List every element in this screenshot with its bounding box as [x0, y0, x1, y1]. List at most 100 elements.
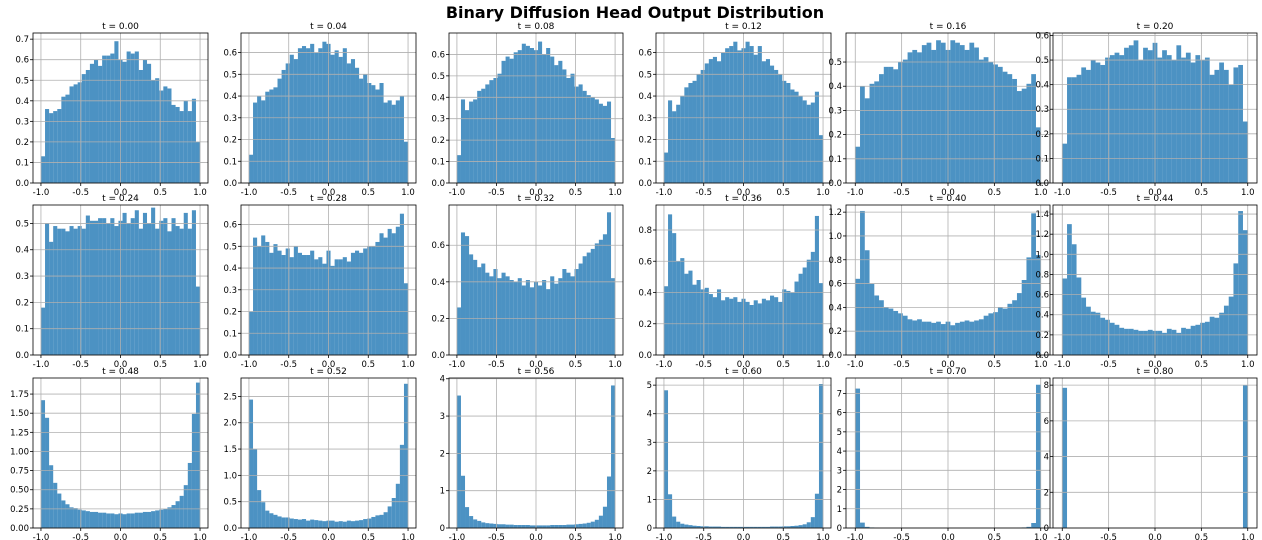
histogram-bar — [1062, 387, 1068, 528]
subplot-18: t = 0.80 -1.0 -0.5 0.0 0.5 1.0 0 2 4 6 8 — [1044, 367, 1258, 540]
histogram-bar — [757, 46, 762, 183]
histogram-bar — [668, 494, 673, 528]
histogram-bar — [330, 54, 335, 183]
histogram-bar — [395, 226, 400, 355]
histogram-bar — [786, 526, 791, 528]
histogram-bar — [1128, 45, 1134, 183]
histogram-bar — [869, 283, 875, 355]
histogram-bar — [1228, 296, 1234, 355]
histogram-bar — [40, 307, 46, 355]
histogram-bar — [806, 104, 811, 183]
histogram-bar — [375, 241, 380, 355]
y-tick-label: 0.0 — [638, 351, 652, 361]
histogram-bar — [798, 525, 803, 528]
histogram-bar — [505, 524, 510, 528]
histogram-bar — [582, 523, 587, 528]
histogram-bar — [147, 511, 152, 528]
histogram-bar — [594, 243, 599, 355]
histogram-bar — [1081, 67, 1087, 183]
histogram-bar — [285, 63, 290, 183]
histogram-bar — [794, 91, 799, 183]
histogram-bar — [874, 295, 880, 355]
histogram-bar — [1162, 332, 1167, 355]
y-tick-label: 4 — [440, 375, 445, 385]
y-tick-label: 0.2 — [828, 327, 842, 337]
histogram-bar — [1133, 329, 1139, 355]
histogram-bar — [558, 525, 563, 528]
histogram-bar — [778, 74, 783, 183]
y-tick-label: 5 — [647, 381, 652, 391]
x-tick-label: 1.0 — [608, 533, 622, 540]
histogram-bar — [183, 212, 188, 355]
x-tick-label: 1.0 — [1034, 533, 1048, 540]
histogram-bar — [782, 526, 787, 528]
histogram-bar — [350, 59, 356, 184]
histogram-bar — [855, 388, 861, 528]
histogram-bar — [159, 509, 164, 528]
histogram-bar — [163, 218, 168, 355]
x-tick-label: 0.5 — [154, 533, 168, 540]
histogram-bar — [907, 52, 913, 183]
histogram-bar — [473, 519, 478, 528]
y-tick-label: 0.6 — [431, 241, 445, 251]
y-tick-label: 0.0 — [223, 351, 237, 361]
histogram-bar — [950, 40, 956, 184]
subplot-title: t = 0.56 — [518, 367, 555, 377]
histogram-bar — [306, 48, 311, 183]
histogram-bar — [1133, 40, 1139, 183]
histogram-bar — [983, 57, 989, 183]
histogram-bar — [167, 88, 172, 183]
histogram-bar — [860, 210, 865, 355]
histogram-bar — [663, 286, 669, 355]
y-tick-label: 0.75 — [10, 467, 29, 477]
y-tick-label: 0.0 — [638, 179, 652, 189]
histogram-bar — [375, 515, 380, 528]
histogram-bar — [729, 526, 734, 528]
y-tick-label: 2 — [837, 486, 842, 496]
histogram-bar — [134, 51, 139, 183]
histogram-bar — [802, 100, 807, 183]
x-tick-label: -0.5 — [1100, 533, 1117, 540]
histogram-bar — [167, 231, 172, 355]
histogram-bar — [513, 525, 518, 528]
subplot-15: t = 0.56 -1.0 -0.5 0.0 0.5 1.0 0 1 2 3 4 — [440, 367, 624, 540]
y-tick-label: 0.0 — [828, 351, 842, 361]
histogram-bar — [542, 525, 547, 528]
histogram-bar — [481, 88, 486, 183]
subplot-title: t = 0.80 — [1137, 367, 1174, 377]
histogram-bar — [102, 55, 107, 183]
histogram-bar — [761, 526, 766, 528]
histogram-bar — [921, 321, 927, 355]
y-tick-label: 0.2 — [1035, 130, 1049, 140]
histogram-bar — [969, 42, 975, 184]
histogram-bar — [61, 228, 66, 355]
histogram-bar — [346, 520, 351, 528]
y-tick-label: 0.8 — [638, 226, 652, 236]
x-tick-label: -0.5 — [72, 188, 89, 198]
histogram-bar — [379, 514, 384, 528]
histogram-bar — [696, 74, 701, 183]
x-tick-label: 0.0 — [322, 188, 336, 198]
x-tick-label: 0.5 — [777, 188, 791, 198]
histogram-bar — [562, 269, 567, 355]
x-tick-label: -1.0 — [656, 188, 673, 198]
histogram-bar — [1124, 328, 1129, 355]
histogram-bar — [281, 69, 286, 183]
histogram-bar — [668, 214, 673, 355]
histogram-bar — [1100, 317, 1106, 355]
histogram-bar — [501, 272, 506, 355]
histogram-bar — [802, 524, 807, 528]
y-tick-label: 4 — [1044, 453, 1049, 463]
histogram-bar — [509, 524, 514, 528]
histogram-bar — [1138, 60, 1144, 183]
histogram-bar — [53, 482, 58, 528]
subplot-title: t = 0.36 — [725, 194, 762, 204]
y-tick-label: 0.4 — [638, 289, 652, 299]
x-tick-label: -1.0 — [449, 360, 466, 370]
histogram-bar — [175, 106, 180, 183]
histogram-bar — [69, 86, 74, 183]
histogram-bar — [1062, 143, 1068, 183]
histogram-bar — [765, 59, 771, 184]
histogram-bar — [399, 444, 404, 528]
histogram-bar — [403, 283, 409, 355]
